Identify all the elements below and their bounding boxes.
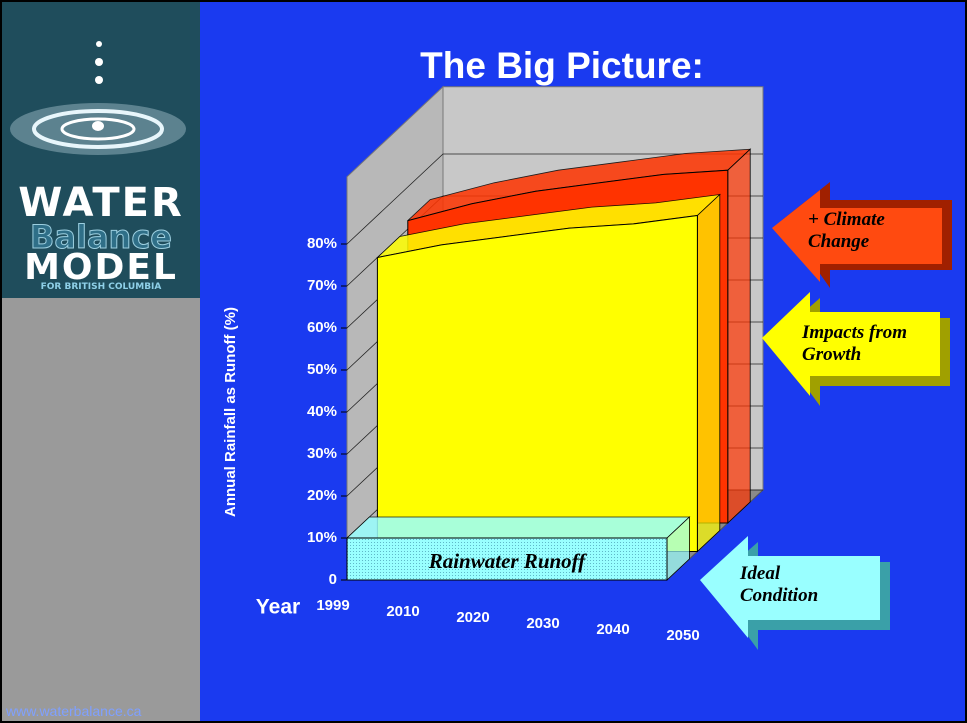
legend-arrow — [772, 190, 942, 282]
x-tick-label: 2040 — [596, 621, 629, 638]
area — [346, 537, 668, 581]
legend-arrows — [700, 182, 952, 650]
area-side — [697, 193, 721, 553]
y-tick-label: 10% — [307, 529, 337, 546]
y-axis-label: Annual Rainfall as Runoff (%) — [222, 307, 239, 517]
url: www.waterbalance.ca — [6, 703, 142, 719]
legend-label: + Climate Change — [808, 209, 885, 252]
logo-text: MODEL — [24, 247, 178, 288]
area — [376, 214, 698, 552]
sidebar: WATER Balance MODEL FOR BRITISH COLUMBIA… — [2, 2, 200, 721]
logo-text: Balance — [30, 218, 173, 257]
y-tick-label: 40% — [307, 403, 337, 420]
area-side — [727, 148, 751, 524]
x-axis-label: Year — [256, 596, 300, 619]
area-top — [345, 516, 691, 539]
x-tick-label: 2010 — [386, 603, 419, 620]
logo-text: FOR BRITISH COLUMBIA — [40, 282, 162, 292]
y-tick-label: 80% — [307, 235, 337, 252]
y-tick-label: 30% — [307, 445, 337, 462]
logo: WATER Balance MODEL FOR BRITISH COLUMBIA — [2, 2, 200, 298]
y-tick-label: 0 — [329, 571, 337, 588]
grid-line — [346, 153, 763, 245]
x-tick-label: 2030 — [526, 615, 559, 632]
y-tick-label: 70% — [307, 277, 337, 294]
water-drop — [10, 41, 186, 155]
x-tick-label: 2050 — [666, 627, 699, 644]
y-tick-label: 50% — [307, 361, 337, 378]
legend-label: Ideal Condition — [740, 563, 819, 606]
legend-label: Impacts from Growth — [802, 322, 908, 365]
legend-arrow — [700, 536, 880, 638]
area-annotation: Rainwater Runoff — [428, 549, 588, 573]
x-tick-label: 1999 — [316, 597, 349, 614]
y-tick-label: 60% — [307, 319, 337, 336]
legend-arrow — [762, 292, 940, 396]
logo-text: WATER — [18, 180, 184, 226]
x-tick-label: 2020 — [456, 609, 489, 626]
y-tick-label: 20% — [307, 487, 337, 504]
